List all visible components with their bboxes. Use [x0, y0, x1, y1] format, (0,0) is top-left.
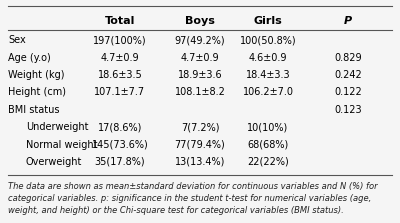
Text: 35(17.8%): 35(17.8%): [95, 157, 145, 167]
Text: The data are shown as mean±standard deviation for continuous variables and N (%): The data are shown as mean±standard devi…: [8, 182, 378, 191]
Text: 10(10%): 10(10%): [247, 122, 289, 132]
Text: 17(8.6%): 17(8.6%): [98, 122, 142, 132]
Text: 97(49.2%): 97(49.2%): [175, 35, 225, 45]
Text: Sex: Sex: [8, 35, 26, 45]
Text: Girls: Girls: [254, 16, 282, 26]
Text: Weight (kg): Weight (kg): [8, 70, 64, 80]
Text: 100(50.8%): 100(50.8%): [240, 35, 296, 45]
Text: 7(7.2%): 7(7.2%): [181, 122, 219, 132]
Text: 22(22%): 22(22%): [247, 157, 289, 167]
Text: 68(68%): 68(68%): [247, 140, 289, 149]
Text: 18.4±3.3: 18.4±3.3: [246, 70, 290, 80]
Text: categorical variables. p: significance in the student t-test for numerical varia: categorical variables. p: significance i…: [8, 194, 371, 203]
Text: P: P: [344, 16, 352, 26]
Text: 77(79.4%): 77(79.4%): [175, 140, 225, 149]
Text: 0.829: 0.829: [334, 53, 362, 62]
Text: weight, and height) or the Chi-square test for categorical variables (BMI status: weight, and height) or the Chi-square te…: [8, 206, 344, 215]
Text: 4.7±0.9: 4.7±0.9: [181, 53, 219, 62]
Text: 106.2±7.0: 106.2±7.0: [242, 87, 294, 97]
Text: Overweight: Overweight: [26, 157, 82, 167]
Text: 0.242: 0.242: [334, 70, 362, 80]
Text: 197(100%): 197(100%): [93, 35, 147, 45]
Text: Underweight: Underweight: [26, 122, 88, 132]
Text: Normal weight: Normal weight: [26, 140, 98, 149]
Text: 4.6±0.9: 4.6±0.9: [249, 53, 287, 62]
Text: 13(13.4%): 13(13.4%): [175, 157, 225, 167]
Text: Boys: Boys: [185, 16, 215, 26]
Text: BMI status: BMI status: [8, 105, 60, 115]
Text: 107.1±7.7: 107.1±7.7: [94, 87, 146, 97]
Text: 4.7±0.9: 4.7±0.9: [101, 53, 139, 62]
Text: 0.123: 0.123: [334, 105, 362, 115]
Text: 18.6±3.5: 18.6±3.5: [98, 70, 142, 80]
Text: Age (y.o): Age (y.o): [8, 53, 51, 62]
Text: Total: Total: [105, 16, 135, 26]
Text: 0.122: 0.122: [334, 87, 362, 97]
Text: Height (cm): Height (cm): [8, 87, 66, 97]
Text: 145(73.6%): 145(73.6%): [92, 140, 148, 149]
Text: 108.1±8.2: 108.1±8.2: [174, 87, 226, 97]
Text: 18.9±3.6: 18.9±3.6: [178, 70, 222, 80]
